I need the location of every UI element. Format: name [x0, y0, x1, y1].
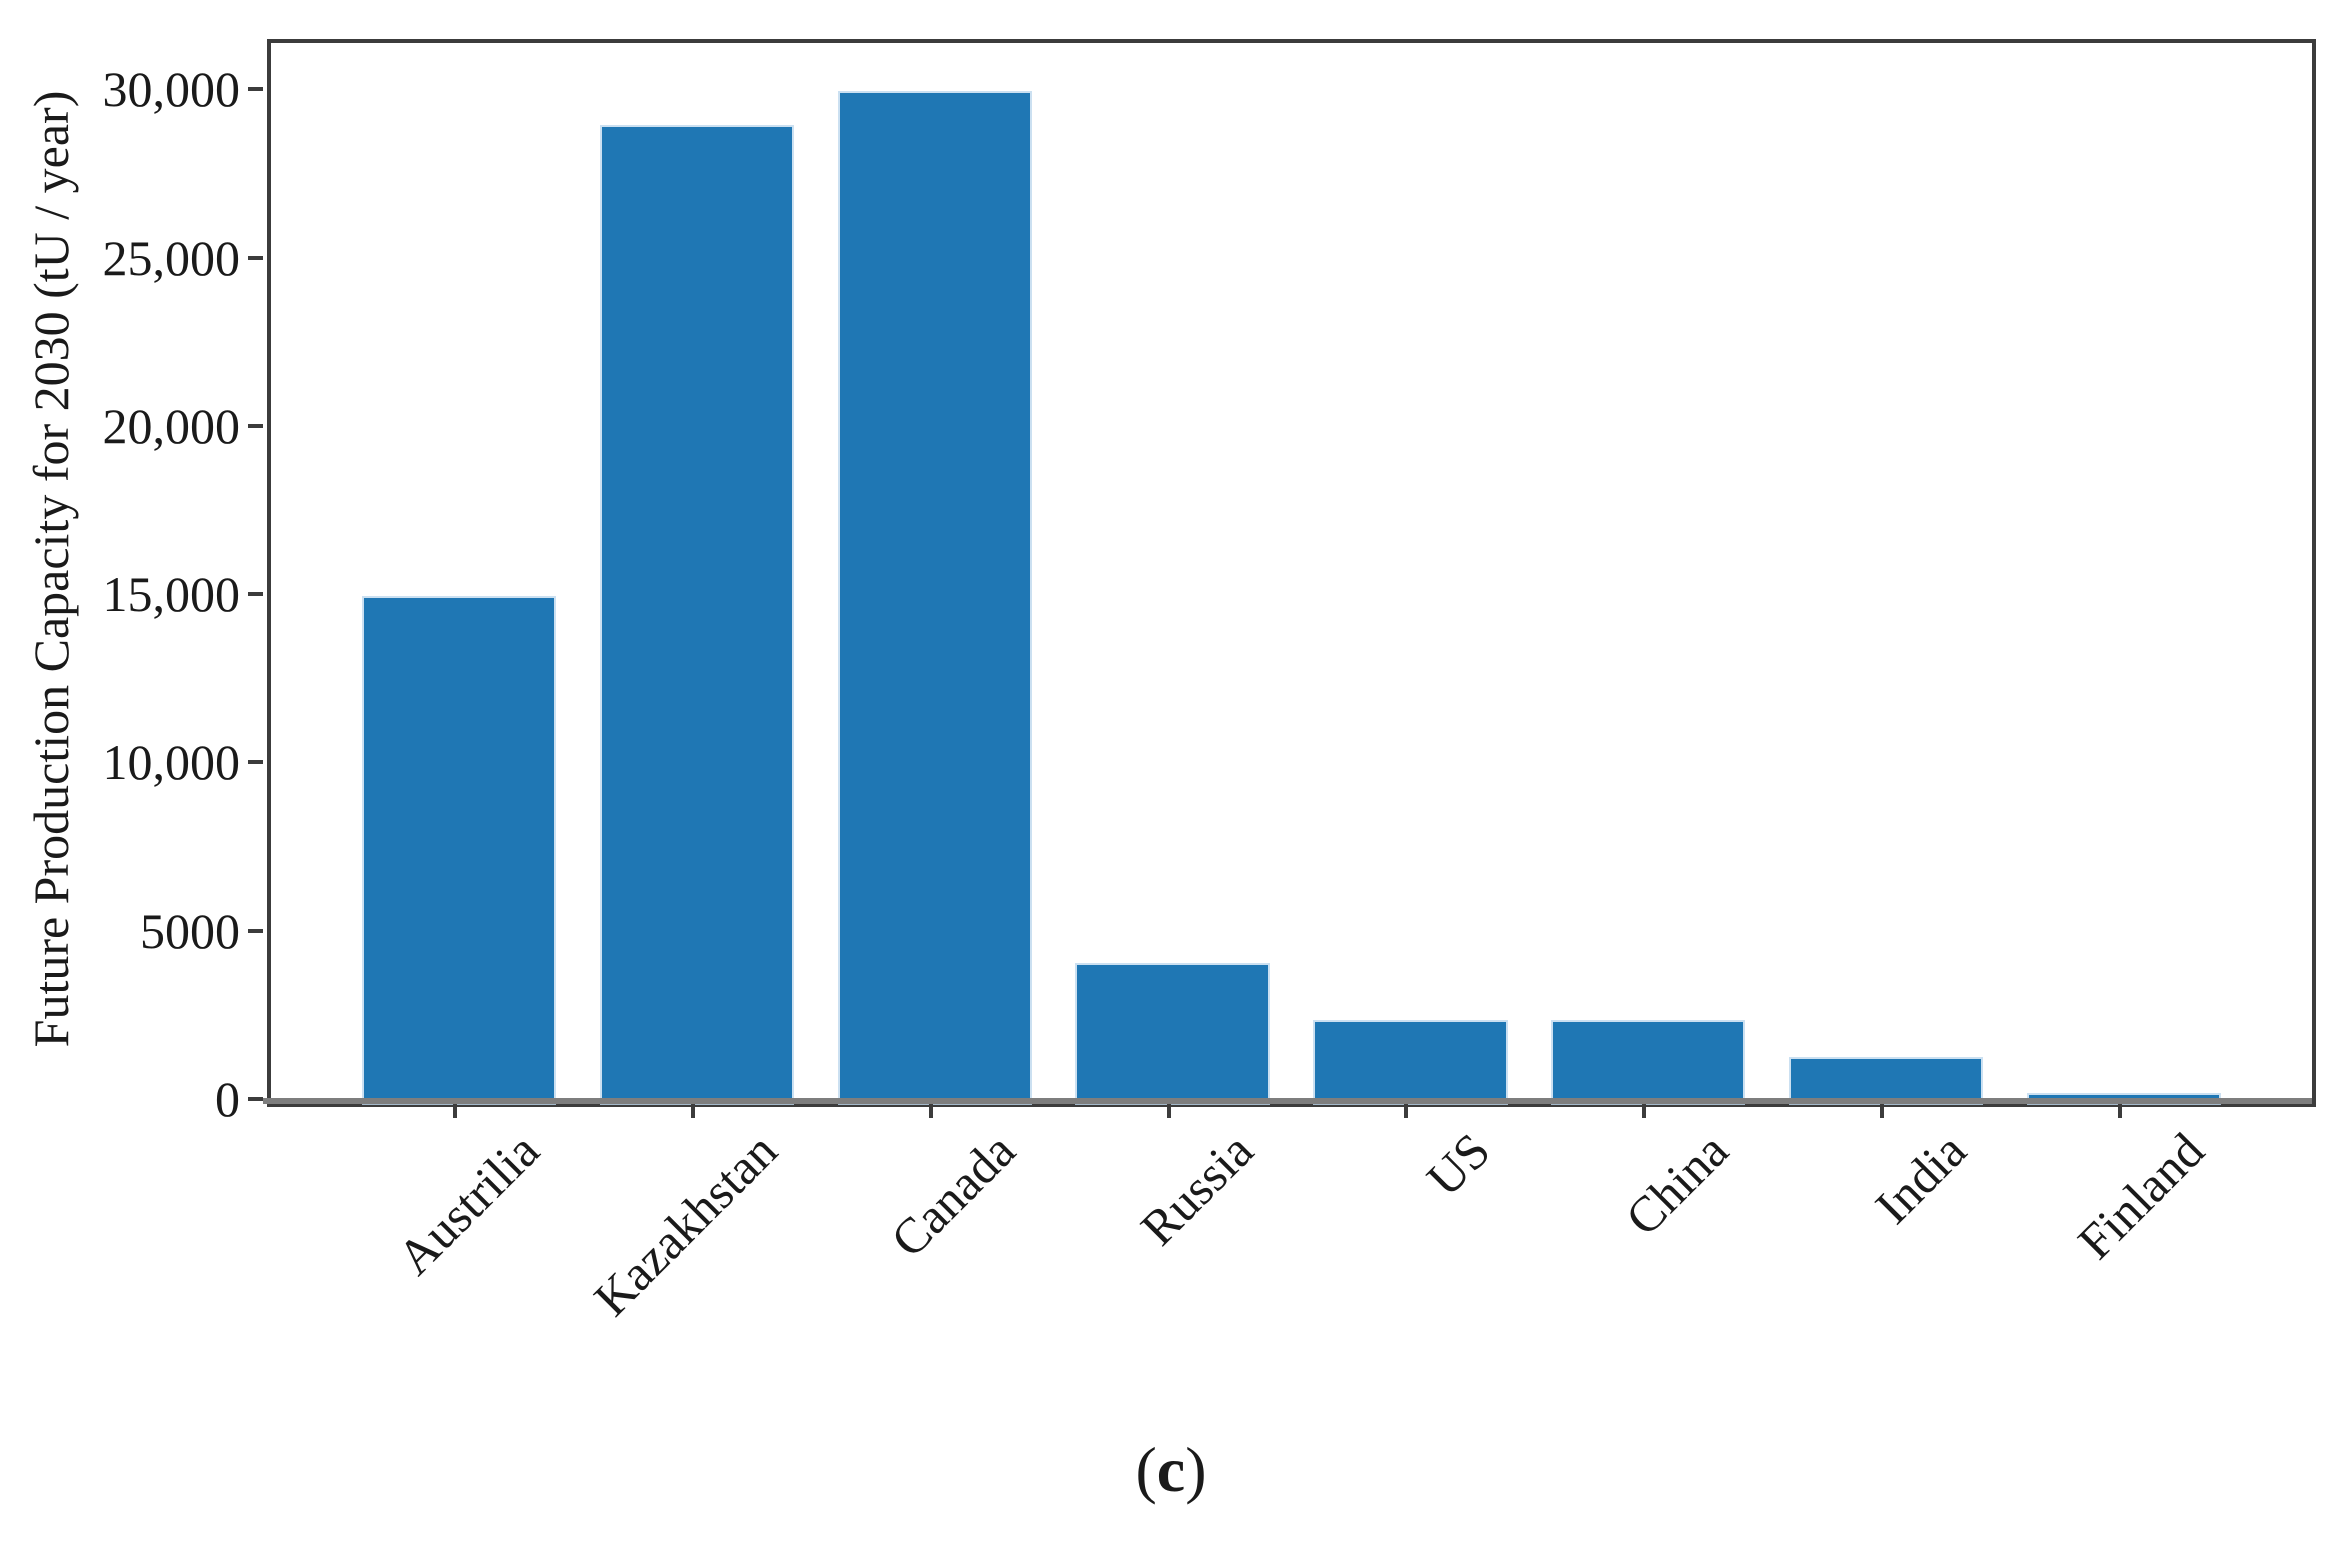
- bar-kazakhstan: [599, 125, 794, 1105]
- y-tick-label: 0: [215, 1071, 240, 1127]
- x-tick-mark: [2118, 1103, 2123, 1118]
- x-tick-label-us: US: [1416, 1122, 1502, 1207]
- bar-us: [1313, 1020, 1508, 1105]
- x-tick-label-austrilia: Austrilia: [386, 1122, 550, 1286]
- y-tick-label: 20,000: [102, 397, 241, 454]
- caption-open-paren: (: [1135, 1434, 1157, 1505]
- x-tick-mark: [928, 1103, 933, 1118]
- x-tick-mark: [1642, 1103, 1647, 1118]
- caption-close-paren: ): [1185, 1434, 1207, 1505]
- x-tick-mark: [452, 1103, 457, 1118]
- plot-area: [267, 39, 2316, 1107]
- x-tick-label-finland: Finland: [2067, 1122, 2215, 1270]
- bar-china: [1551, 1020, 1746, 1105]
- y-tick-mark: [248, 87, 263, 92]
- caption-letter: c: [1156, 1434, 1186, 1505]
- y-tick-label: 30,000: [102, 61, 241, 118]
- x-tick-label-russia: Russia: [1129, 1122, 1264, 1256]
- bar-india: [1789, 1057, 1984, 1105]
- x-tick-label-india: India: [1864, 1122, 1977, 1235]
- x-tick-mark: [1404, 1103, 1409, 1118]
- y-tick-mark: [248, 1097, 263, 1101]
- y-tick-mark: [248, 592, 263, 597]
- bar-russia: [1075, 963, 1270, 1105]
- y-tick-mark: [248, 760, 263, 765]
- x-tick-mark: [690, 1103, 695, 1118]
- y-tick-label: 25,000: [102, 229, 241, 286]
- y-tick-mark: [248, 928, 263, 933]
- bar-austrilia: [361, 596, 557, 1105]
- figure-caption: (c): [0, 1432, 2342, 1508]
- x-tick-label-china: China: [1614, 1122, 1739, 1247]
- x-tick-label-kazakhstan: Kazakhstan: [582, 1122, 788, 1327]
- x-axis-line: [263, 1098, 2312, 1104]
- y-tick-mark: [248, 423, 263, 428]
- y-tick-label: 10,000: [102, 734, 241, 791]
- x-tick-label-canada: Canada: [879, 1122, 1026, 1268]
- y-tick-label: 15,000: [102, 566, 241, 623]
- x-tick-mark: [1880, 1103, 1885, 1118]
- bar-canada: [837, 91, 1032, 1105]
- x-tick-mark: [1166, 1103, 1171, 1118]
- y-tick-label: 5000: [140, 902, 240, 959]
- y-tick-mark: [248, 255, 263, 260]
